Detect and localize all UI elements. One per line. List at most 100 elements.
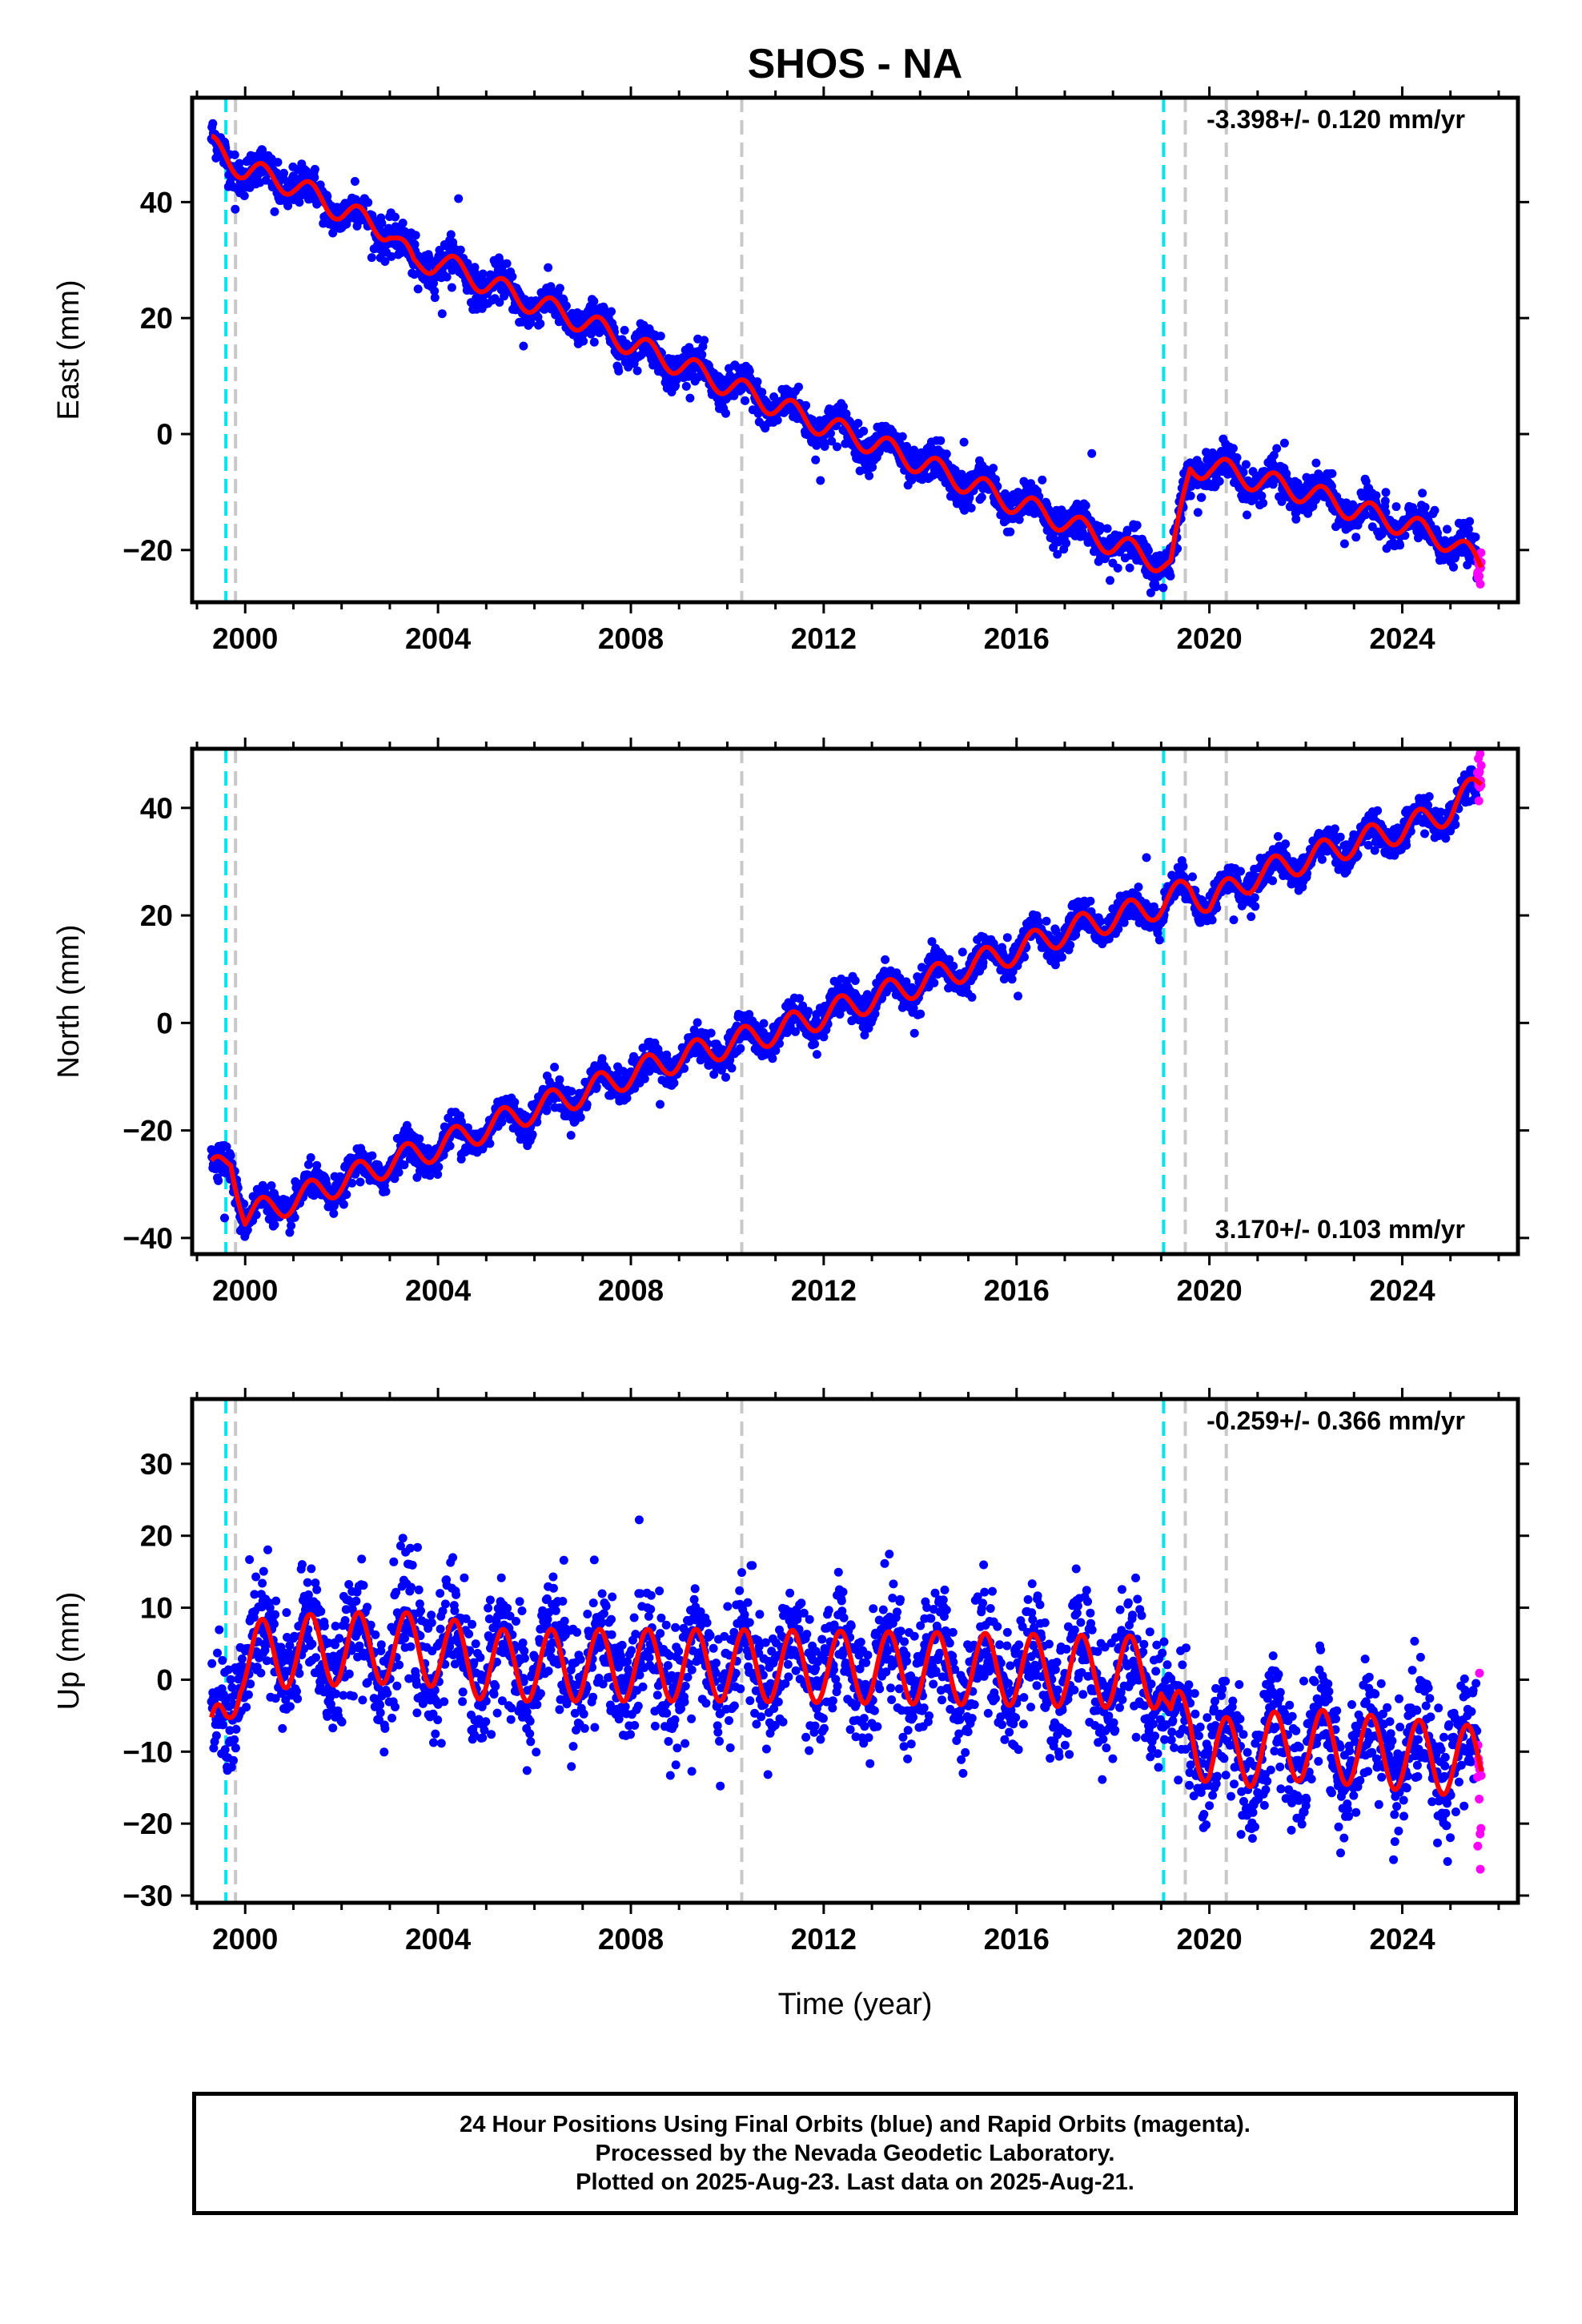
- data-point: [1311, 458, 1321, 468]
- data-point: [342, 219, 351, 229]
- data-point: [1443, 525, 1452, 534]
- data-point: [589, 296, 599, 306]
- y-axis-title: East (mm): [52, 279, 86, 420]
- data-point: [1132, 521, 1142, 530]
- data-point: [214, 1176, 223, 1185]
- data-point: [667, 380, 677, 389]
- data-point: [485, 1139, 495, 1148]
- data-point: [959, 437, 969, 447]
- data-point: [741, 396, 750, 405]
- data-point: [1081, 501, 1090, 510]
- data-point: [656, 332, 665, 341]
- data-point: [1476, 579, 1485, 589]
- data-point: [274, 193, 283, 203]
- y-tick-label: 20: [140, 302, 173, 335]
- data-point: [820, 442, 829, 451]
- data-point: [339, 1200, 348, 1209]
- data-point: [310, 164, 319, 174]
- data-point: [827, 436, 837, 446]
- data-point: [1241, 460, 1251, 469]
- data-point: [528, 1130, 537, 1140]
- data-point: [1418, 489, 1427, 498]
- data-point: [1038, 475, 1047, 485]
- data-point: [231, 204, 240, 214]
- data-point: [810, 1039, 819, 1049]
- data-point: [1197, 493, 1207, 502]
- x-tick-label: 2016: [984, 622, 1050, 655]
- data-point: [1215, 476, 1224, 486]
- data-point: [367, 253, 376, 263]
- data-point: [721, 408, 730, 418]
- data-point: [566, 1131, 576, 1140]
- data-point: [323, 191, 332, 201]
- data-point: [398, 219, 408, 227]
- data-point: [804, 1007, 813, 1016]
- data-point: [897, 432, 907, 441]
- data-point: [1106, 576, 1114, 585]
- plot-area: [207, 749, 1486, 1254]
- data-point: [1461, 519, 1471, 529]
- data-point: [447, 283, 456, 292]
- data-point: [1006, 527, 1015, 537]
- data-point: [226, 1151, 235, 1160]
- x-tick-label: 2008: [598, 622, 664, 655]
- data-point: [1327, 468, 1337, 478]
- data-point: [1243, 510, 1251, 520]
- data-point: [411, 231, 420, 240]
- data-point: [433, 1170, 443, 1179]
- final-orbit-points: [207, 765, 1482, 1241]
- data-point: [312, 1160, 322, 1170]
- chart-title: SHOS - NA: [748, 41, 963, 87]
- velocity-annotation: -3.398+/- 0.120 mm/yr: [1207, 105, 1465, 134]
- data-point: [1007, 975, 1017, 984]
- data-point: [355, 1177, 365, 1187]
- data-point: [759, 1019, 769, 1028]
- data-point: [288, 162, 298, 171]
- data-point: [620, 325, 629, 335]
- data-point: [270, 207, 279, 216]
- data-point: [936, 436, 946, 445]
- plot-area: [207, 98, 1486, 602]
- data-point: [1042, 916, 1051, 926]
- data-point: [380, 257, 390, 266]
- data-point: [519, 341, 528, 351]
- data-point: [413, 284, 423, 294]
- data-point: [1193, 508, 1203, 517]
- data-point: [1282, 468, 1291, 478]
- data-point: [410, 270, 419, 279]
- data-point: [208, 119, 218, 128]
- data-point: [1057, 952, 1066, 962]
- data-point: [865, 471, 874, 480]
- data-point: [287, 1221, 296, 1230]
- data-point: [295, 198, 304, 207]
- data-point: [757, 388, 767, 397]
- data-point: [841, 409, 851, 419]
- data-point: [1146, 588, 1155, 597]
- data-point: [597, 1054, 607, 1063]
- data-point: [567, 1087, 576, 1096]
- data-point: [495, 298, 504, 307]
- data-point: [1371, 491, 1381, 501]
- data-point: [410, 239, 420, 249]
- data-point: [445, 1141, 455, 1151]
- data-point: [1086, 896, 1095, 906]
- data-point: [1228, 444, 1238, 453]
- data-point: [1232, 453, 1242, 462]
- data-point: [502, 259, 512, 268]
- data-point: [434, 1162, 444, 1172]
- data-point: [350, 177, 359, 186]
- data-point: [773, 416, 782, 425]
- data-point: [1053, 549, 1062, 559]
- y-tick-label: 0: [156, 418, 173, 451]
- data-point: [1391, 502, 1401, 512]
- data-point: [1430, 505, 1439, 515]
- data-point: [745, 366, 754, 376]
- data-point: [561, 301, 571, 311]
- data-point: [377, 219, 387, 228]
- data-point: [1351, 533, 1361, 542]
- data-point: [1475, 571, 1484, 581]
- y-tick-label: −20: [122, 534, 173, 567]
- data-point: [1134, 883, 1143, 892]
- data-point: [811, 455, 821, 464]
- data-point: [685, 393, 695, 403]
